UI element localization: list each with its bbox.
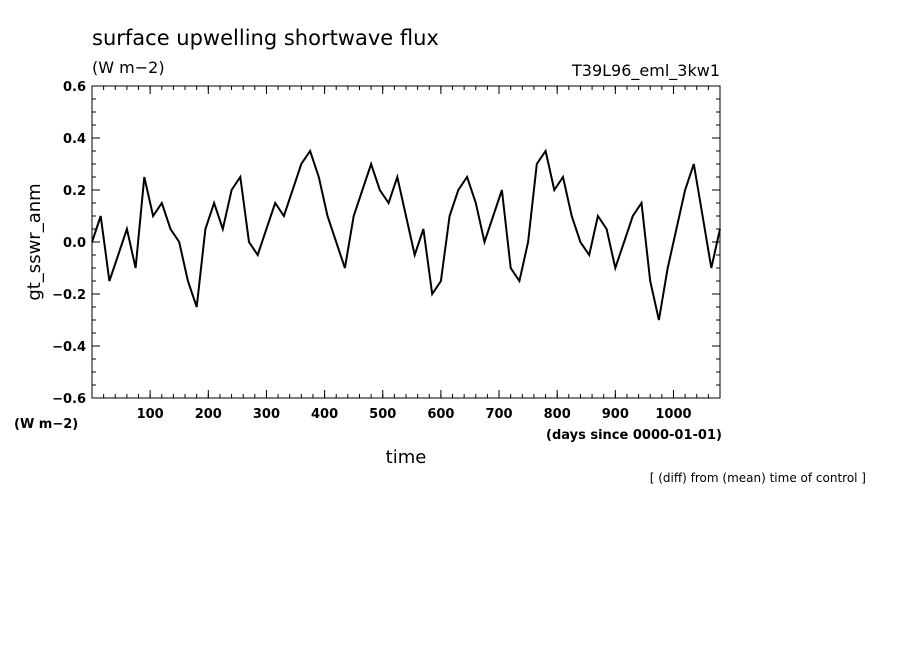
y-tick-label: 0.6 [63, 80, 86, 95]
y-tick-label: 0.2 [63, 184, 86, 199]
experiment-label: T39L96_eml_3kw1 [571, 61, 720, 81]
y-tick-label: −0.2 [52, 288, 86, 303]
x-tick-label: 1000 [655, 407, 691, 422]
x-tick-label: 100 [137, 407, 164, 422]
chart-title-unit: (W m−2) [92, 58, 165, 77]
y-axis-ticks: −0.6 −0.4 −0.2 0.0 0.2 0.4 0.6 [52, 80, 720, 407]
y-tick-label: 0.4 [63, 132, 86, 147]
x-tick-label: 200 [195, 407, 222, 422]
x-tick-label: 500 [369, 407, 396, 422]
y-axis-label: gt_sswr_anm [24, 183, 45, 300]
x-axis-ticks: 100 200 300 400 500 600 700 800 900 1000 [103, 86, 709, 422]
y-tick-label: 0.0 [63, 236, 86, 251]
x-tick-label: 400 [311, 407, 338, 422]
series-line [91, 148, 721, 321]
x-tick-label: 700 [485, 407, 512, 422]
x-tick-label: 800 [544, 407, 571, 422]
comparison-note: [ (diff) from (mean) time of control ] [650, 471, 866, 485]
y-tick-label: −0.6 [52, 392, 86, 407]
chart-title: surface upwelling shortwave flux [92, 26, 439, 50]
x-tick-label: 600 [427, 407, 454, 422]
x-unit-label: (days since 0000-01-01) [546, 428, 722, 443]
plot-frame [91, 85, 721, 399]
x-tick-label: 300 [253, 407, 280, 422]
x-axis-label: time [386, 447, 427, 468]
x-tick-label: 900 [602, 407, 629, 422]
y-tick-label: −0.4 [52, 340, 86, 355]
y-unit-label: (W m−2) [14, 417, 78, 432]
